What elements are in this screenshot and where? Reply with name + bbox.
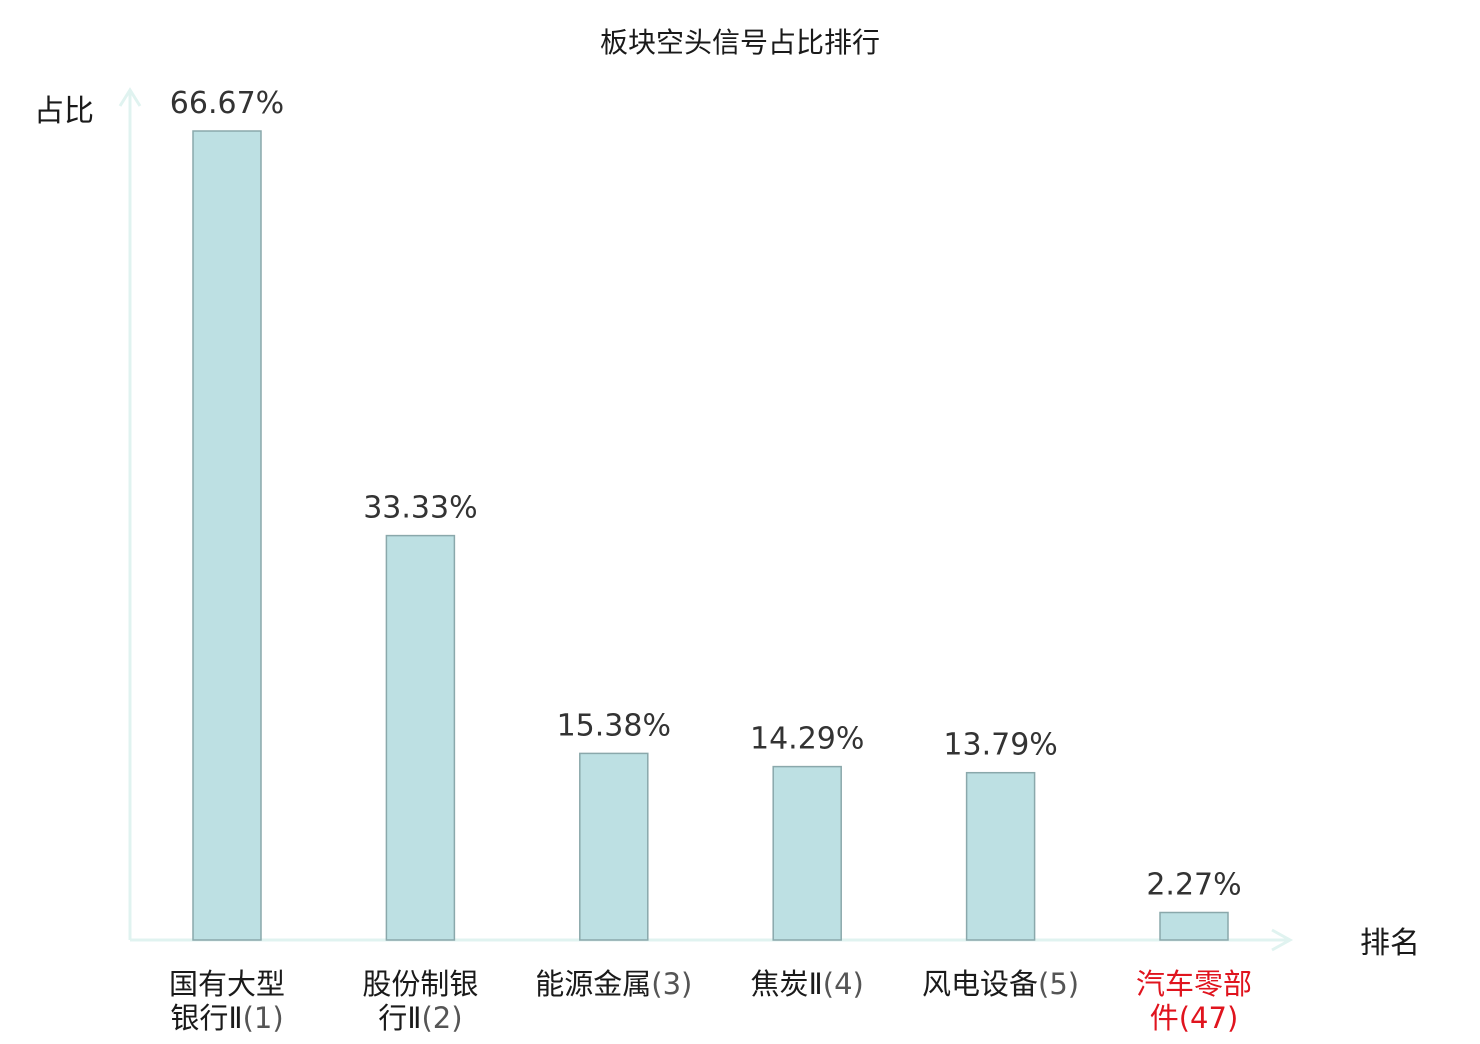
- category-label-line: 银行Ⅱ: [170, 1001, 242, 1035]
- bar-4: [772, 765, 842, 941]
- y-axis-label: 占比: [34, 94, 94, 129]
- category-label-6: 汽车零部件(47): [1136, 967, 1252, 1035]
- category-rank: (5): [1038, 967, 1079, 1001]
- category-label-line: 股份制银: [362, 967, 478, 1001]
- category-label-3: 能源金属(3): [535, 967, 692, 1001]
- category-label-line: 能源金属: [535, 967, 651, 1001]
- bar-6: [1159, 911, 1229, 941]
- category-rank: (1): [243, 1001, 284, 1035]
- category-label-line: 件: [1150, 1001, 1179, 1035]
- axes: [118, 87, 1294, 952]
- value-label-3: 15.38%: [557, 708, 671, 743]
- category-rank: (4): [823, 967, 864, 1001]
- category-rank: (3): [651, 967, 692, 1001]
- bar-2: [385, 534, 456, 941]
- category-rank: (2): [421, 1001, 462, 1035]
- bar-3: [579, 752, 649, 941]
- bars: [192, 130, 1229, 941]
- category-labels: 国有大型银行Ⅱ(1) 股份制银行Ⅱ(2) 能源金属(3) 焦炭Ⅱ(4) 风电设备(5) 汽…: [169, 967, 1252, 1035]
- category-label-4: 焦炭Ⅱ(4): [751, 967, 864, 1001]
- category-rank: (47): [1179, 1001, 1239, 1035]
- value-label-1: 66.67%: [170, 86, 284, 121]
- x-axis-arrow: [1271, 928, 1294, 952]
- category-label-line: 汽车零部: [1136, 967, 1252, 1001]
- value-label-5: 13.79%: [943, 728, 1057, 763]
- chart-title: 板块空头信号占比排行: [600, 26, 880, 59]
- category-label-1: 国有大型银行Ⅱ(1): [169, 967, 285, 1035]
- bar-1: [192, 130, 262, 941]
- category-label-line: 行Ⅱ: [378, 1001, 421, 1035]
- category-label-5: 风电设备(5): [922, 967, 1079, 1001]
- x-axis-label: 排名: [1360, 926, 1420, 961]
- value-labels: 66.67% 33.33% 15.38% 14.29% 13.79% 2.27%: [170, 86, 1242, 903]
- value-label-6: 2.27%: [1146, 868, 1241, 903]
- category-label-line: 风电设备: [922, 967, 1038, 1001]
- value-label-2: 33.33%: [363, 491, 477, 526]
- value-label-4: 14.29%: [750, 722, 864, 757]
- category-label-2: 股份制银行Ⅱ(2): [362, 967, 478, 1035]
- y-axis-arrow: [118, 87, 142, 107]
- category-label-line: 国有大型: [169, 967, 285, 1001]
- category-label-line: 焦炭Ⅱ: [751, 967, 823, 1001]
- bar-5: [965, 771, 1036, 941]
